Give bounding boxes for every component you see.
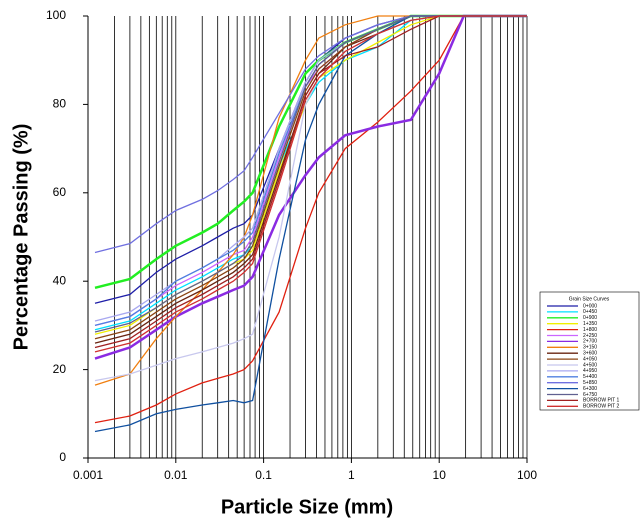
series-line	[94, 15, 527, 327]
series-line	[94, 15, 527, 327]
series-line	[94, 15, 527, 382]
legend-label: 3+150	[583, 345, 597, 351]
x-tick-label: 0.01	[164, 468, 188, 482]
legend-label: 5+400	[583, 374, 597, 380]
x-tick-label: 0.001	[73, 468, 103, 482]
legend-label: 4+050	[583, 356, 597, 362]
legend-label: BORROW PIT 1	[583, 398, 620, 404]
series-line	[94, 15, 527, 304]
y-tick-label: 40	[53, 273, 67, 287]
x-tick-label: 100	[517, 468, 537, 482]
legend-label: 1+350	[583, 321, 597, 327]
series-line	[94, 14, 527, 360]
x-tick-label: 10	[433, 468, 447, 482]
y-tick-label: 100	[46, 8, 66, 22]
y-axis-label: Percentage Passing (%)	[10, 124, 32, 351]
series-line	[94, 15, 527, 349]
legend-label: 0+900	[583, 315, 597, 321]
x-tick-label: 0.1	[255, 468, 272, 482]
legend-label: 6+750	[583, 392, 597, 398]
series-line	[94, 15, 527, 424]
series-line	[94, 15, 527, 333]
legend-label: 1+800	[583, 327, 597, 333]
legend-label: 0+000	[583, 303, 597, 309]
x-tick-label: 1	[348, 468, 355, 482]
legend-label: BORROW PIT 2	[583, 404, 620, 410]
legend-label: 6+300	[583, 386, 597, 392]
y-tick-label: 20	[53, 362, 67, 376]
legend-label: 2+700	[583, 339, 597, 345]
series-line	[94, 15, 527, 386]
legend-label: 3+600	[583, 351, 597, 357]
series-line	[94, 14, 527, 290]
series-line	[94, 15, 527, 353]
legend-label: 2+250	[583, 333, 597, 339]
series-line	[94, 15, 527, 344]
legend-label: 0+450	[583, 309, 597, 315]
legend-title: Grain Size Curves	[569, 296, 610, 302]
y-tick-label: 0	[59, 450, 66, 464]
y-tick-label: 60	[53, 185, 67, 199]
x-axis-label: Particle Size (mm)	[221, 496, 393, 518]
legend-label: 5+850	[583, 380, 597, 386]
legend-label: 4+950	[583, 368, 597, 374]
legend-label: 4+500	[583, 362, 597, 368]
y-tick-label: 80	[53, 97, 67, 111]
